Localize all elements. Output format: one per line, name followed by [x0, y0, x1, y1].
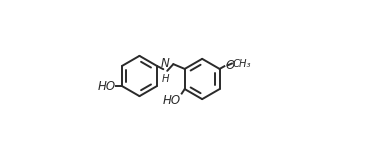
Text: N: N — [161, 57, 170, 70]
Text: HO: HO — [98, 80, 116, 93]
Text: CH₃: CH₃ — [232, 59, 251, 69]
Text: HO: HO — [163, 94, 181, 107]
Text: H: H — [161, 74, 169, 84]
Text: O: O — [226, 59, 235, 72]
